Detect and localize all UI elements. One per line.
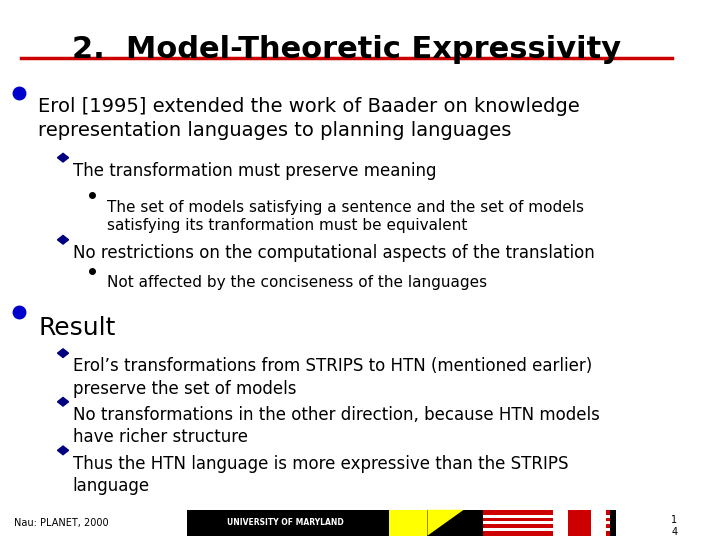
Bar xyxy=(553,510,606,536)
Bar xyxy=(568,510,591,536)
Bar xyxy=(483,521,610,524)
Bar xyxy=(483,515,610,518)
Polygon shape xyxy=(58,235,68,244)
Bar xyxy=(428,510,483,536)
Polygon shape xyxy=(58,349,68,357)
Text: 4: 4 xyxy=(671,528,678,537)
Text: Erol’s transformations from STRIPS to HTN (mentioned earlier)
preserve the set o: Erol’s transformations from STRIPS to HT… xyxy=(73,357,592,397)
Text: 1: 1 xyxy=(671,515,678,525)
Polygon shape xyxy=(58,446,68,455)
Text: Not affected by the conciseness of the languages: Not affected by the conciseness of the l… xyxy=(107,275,487,291)
Bar xyxy=(389,510,428,536)
Text: 2.  Model-Theoretic Expressivity: 2. Model-Theoretic Expressivity xyxy=(72,35,621,64)
Polygon shape xyxy=(58,397,68,406)
Text: Thus the HTN language is more expressive than the STRIPS
language: Thus the HTN language is more expressive… xyxy=(73,455,568,495)
Text: UNIVERSITY OF MARYLAND: UNIVERSITY OF MARYLAND xyxy=(228,518,344,527)
Polygon shape xyxy=(428,510,464,536)
Text: The set of models satisfying a sentence and the set of models
satisfying its tra: The set of models satisfying a sentence … xyxy=(107,200,585,233)
Text: No restrictions on the computational aspects of the translation: No restrictions on the computational asp… xyxy=(73,244,595,262)
Bar xyxy=(483,510,610,536)
Text: Erol [1995] extended the work of Baader on knowledge
representation languages to: Erol [1995] extended the work of Baader … xyxy=(38,97,580,140)
Text: No transformations in the other direction, because HTN models
have richer struct: No transformations in the other directio… xyxy=(73,406,600,446)
Bar xyxy=(483,528,610,531)
Bar xyxy=(187,510,616,536)
Text: Nau: PLANET, 2000: Nau: PLANET, 2000 xyxy=(14,518,109,528)
Text: The transformation must preserve meaning: The transformation must preserve meaning xyxy=(73,162,436,180)
Polygon shape xyxy=(58,153,68,162)
Text: Result: Result xyxy=(38,316,115,340)
